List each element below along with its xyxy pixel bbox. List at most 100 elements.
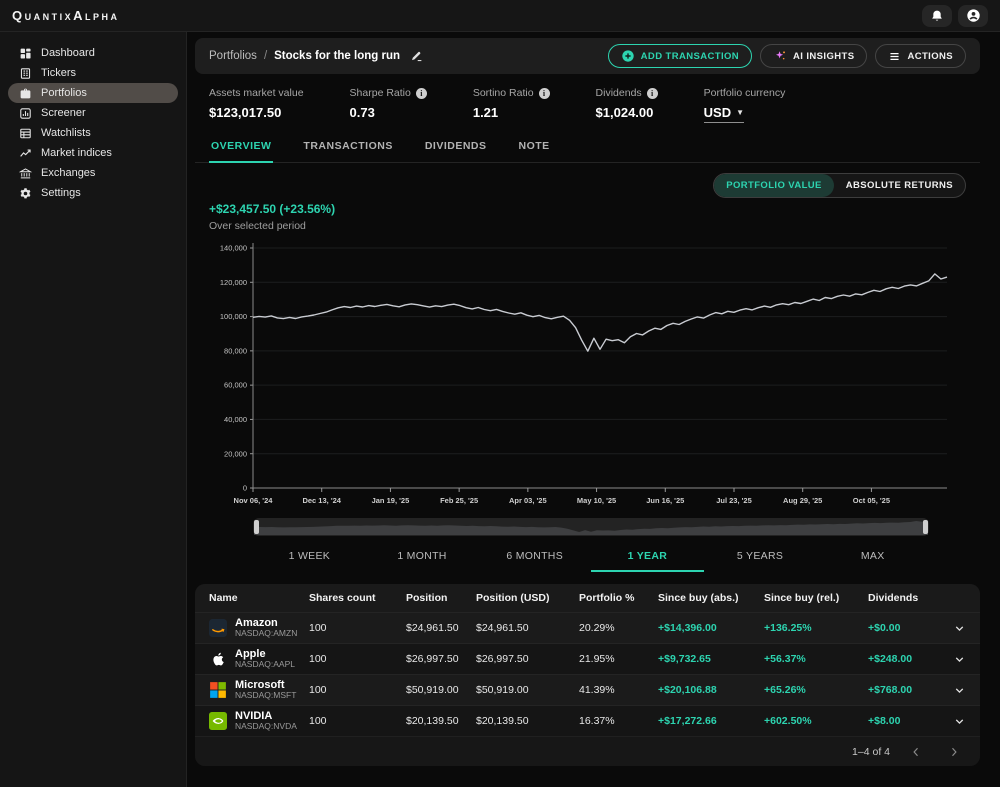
market-indices-icon: [19, 147, 32, 160]
sidebar-item-tickers[interactable]: Tickers: [8, 63, 178, 83]
stat-assets-market-value: Assets market value$123,017.50: [209, 87, 304, 123]
profile-icon: [966, 8, 981, 23]
cell-shares: 100: [309, 684, 406, 696]
gain-value: +$23,457.50 (+23.56%): [209, 202, 966, 216]
svg-text:120,000: 120,000: [220, 278, 247, 287]
sidebar: Dashboard Tickers Portfolios Screener Watchl…: [0, 32, 187, 787]
sidebar-item-watchlists[interactable]: Watchlists: [8, 123, 178, 143]
column-header-shares-count: Shares count: [309, 592, 406, 604]
cell-portfolio-pct: 16.37%: [579, 715, 658, 727]
apple-logo: [209, 650, 227, 668]
ai-insights-button[interactable]: AI INSIGHTS: [760, 44, 867, 68]
add-transaction-label: ADD TRANSACTION: [641, 51, 739, 62]
range-5-years[interactable]: 5 YEARS: [704, 544, 817, 572]
expand-row-chevron-icon[interactable]: [953, 622, 966, 635]
stat-label: Dividends: [596, 87, 642, 99]
stat-dividends: Dividendsi$1,024.00: [596, 87, 658, 123]
sidebar-item-screener[interactable]: Screener: [8, 103, 178, 123]
bell-icon: [930, 9, 944, 23]
column-header-position: Position: [406, 592, 476, 604]
column-header-since-buy-abs-: Since buy (abs.): [658, 592, 764, 604]
header-actions: ADD TRANSACTION AI INSIGHTS ACTIONS: [608, 44, 966, 68]
sidebar-item-portfolios[interactable]: Portfolios: [8, 83, 178, 103]
topbar: QuantixAlpha: [0, 0, 1000, 32]
topbar-actions: [922, 5, 988, 27]
tab-bar: OVERVIEW TRANSACTIONS DIVIDENDS NOTE: [195, 132, 980, 163]
sidebar-item-market-indices[interactable]: Market indices: [8, 143, 178, 163]
expand-row-chevron-icon[interactable]: [953, 684, 966, 697]
cell-position-usd: $26,997.50: [476, 653, 579, 665]
svg-text:Jan 19, '25: Jan 19, '25: [372, 496, 410, 505]
breadcrumb-portfolios-link[interactable]: Portfolios: [209, 50, 257, 62]
main-content: Portfolios / Stocks for the long run ADD…: [187, 32, 1000, 787]
sidebar-item-label: Portfolios: [41, 87, 87, 99]
nvidia-logo: [209, 712, 227, 730]
table-header-row: NameShares countPositionPosition (USD)Po…: [195, 584, 980, 612]
svg-text:Jul 23, '25: Jul 23, '25: [716, 496, 752, 505]
info-icon[interactable]: i: [647, 88, 658, 99]
portfolios-icon: [19, 87, 32, 100]
sidebar-item-label: Dashboard: [41, 47, 95, 59]
info-icon[interactable]: i: [539, 88, 550, 99]
table-body: AmazonNASDAQ:AMZN100$24,961.50$24,961.50…: [195, 612, 980, 736]
toggle-portfolio-value[interactable]: PORTFOLIO VALUE: [714, 174, 834, 197]
tab-transactions[interactable]: TRANSACTIONS: [301, 132, 394, 163]
range-buttons: 1 WEEK1 MONTH6 MONTHS1 YEAR5 YEARSMAX: [253, 544, 929, 572]
tab-overview[interactable]: OVERVIEW: [209, 132, 273, 163]
cell-position: $24,961.50: [406, 622, 476, 634]
svg-text:May 10, '25: May 10, '25: [577, 496, 616, 505]
settings-icon: [19, 187, 32, 200]
watchlists-icon: [19, 127, 32, 140]
table-row-apple[interactable]: AppleNASDAQ:AAPL100$26,997.50$26,997.502…: [195, 643, 980, 674]
page-prev-button[interactable]: [904, 744, 928, 760]
currency-select[interactable]: USD ▼: [704, 105, 744, 123]
sidebar-item-exchanges[interactable]: Exchanges: [8, 163, 178, 183]
microsoft-logo: [209, 681, 227, 699]
svg-text:20,000: 20,000: [224, 449, 247, 458]
company-ticker: NASDAQ:MSFT: [235, 691, 296, 701]
range-max[interactable]: MAX: [816, 544, 929, 572]
chevron-down-icon: ▼: [736, 108, 744, 117]
notifications-button[interactable]: [922, 5, 952, 27]
range-1-week[interactable]: 1 WEEK: [253, 544, 366, 572]
column-header-dividends: Dividends: [868, 592, 940, 604]
tab-note[interactable]: NOTE: [517, 132, 552, 163]
scrubber-handle-right[interactable]: [923, 520, 928, 534]
svg-text:Aug 29, '25: Aug 29, '25: [783, 496, 822, 505]
cell-dividends: +$0.00: [868, 622, 940, 634]
profile-button[interactable]: [958, 5, 988, 27]
cell-since-buy-abs: +$17,272.66: [658, 715, 764, 727]
expand-row-chevron-icon[interactable]: [953, 715, 966, 728]
info-icon[interactable]: i: [416, 88, 427, 99]
sidebar-item-settings[interactable]: Settings: [8, 183, 178, 203]
tab-dividends[interactable]: DIVIDENDS: [423, 132, 489, 163]
cell-position: $50,919.00: [406, 684, 476, 696]
sidebar-item-label: Tickers: [41, 67, 76, 79]
toggle-absolute-returns[interactable]: ABSOLUTE RETURNS: [834, 174, 965, 197]
plus-circle-icon: [621, 49, 635, 63]
actions-button[interactable]: ACTIONS: [875, 44, 966, 68]
cell-position-usd: $20,139.50: [476, 715, 579, 727]
range-1-month[interactable]: 1 MONTH: [366, 544, 479, 572]
time-range-scrubber[interactable]: [253, 518, 929, 536]
cell-since-buy-rel: +56.37%: [764, 653, 868, 665]
sidebar-item-dashboard[interactable]: Dashboard: [8, 43, 178, 63]
cell-shares: 100: [309, 715, 406, 727]
add-transaction-button[interactable]: ADD TRANSACTION: [608, 44, 752, 68]
range-1-year[interactable]: 1 YEAR: [591, 544, 704, 572]
table-row-amazon[interactable]: AmazonNASDAQ:AMZN100$24,961.50$24,961.50…: [195, 612, 980, 643]
scrubber-handle-left[interactable]: [254, 520, 259, 534]
page-next-button[interactable]: [942, 744, 966, 760]
pagination: 1–4 of 4: [195, 736, 980, 766]
sidebar-item-label: Watchlists: [41, 127, 91, 139]
currency-value: USD: [704, 105, 731, 120]
column-header-position-usd-: Position (USD): [476, 592, 579, 604]
range-6-months[interactable]: 6 MONTHS: [478, 544, 591, 572]
expand-row-chevron-icon[interactable]: [953, 653, 966, 666]
table-row-nvidia[interactable]: NVIDIANASDAQ:NVDA100$20,139.50$20,139.50…: [195, 705, 980, 736]
edit-title-icon[interactable]: [410, 50, 423, 63]
cell-shares: 100: [309, 622, 406, 634]
table-row-microsoft[interactable]: MicrosoftNASDAQ:MSFT100$50,919.00$50,919…: [195, 674, 980, 705]
stat-value: $123,017.50: [209, 105, 304, 120]
ai-insights-label: AI INSIGHTS: [793, 51, 854, 62]
